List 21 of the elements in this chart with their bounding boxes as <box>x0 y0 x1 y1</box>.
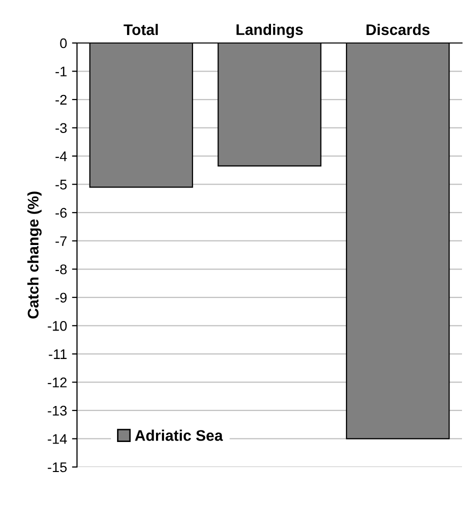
x-tick-label: Landings <box>236 24 303 38</box>
y-tick-label: -2 <box>56 94 67 105</box>
y-tick-label: -12 <box>48 378 67 388</box>
x-tick-label: Total <box>124 24 158 36</box>
y-tick-label: -3 <box>56 123 67 133</box>
legend-label: Adriatic Sea <box>134 430 223 441</box>
y-axis-title: Catch change (%) <box>27 192 42 318</box>
y-tick-label: 0 <box>60 38 67 48</box>
y-tick-label: -7 <box>56 236 67 246</box>
y-tick-label: -13 <box>48 406 67 416</box>
y-tick-label: -8 <box>56 264 67 274</box>
y-tick-label: -9 <box>56 292 67 303</box>
y-tick-label: -5 <box>56 180 67 190</box>
y-tick-label: -1 <box>56 66 67 76</box>
y-tick-label: -11 <box>48 349 67 359</box>
x-tick-label: Discards <box>366 24 430 36</box>
y-tick-label: -14 <box>48 434 67 444</box>
y-tick-label: -6 <box>56 208 67 218</box>
y-tick-label: -15 <box>48 462 67 472</box>
y-tick-label: -10 <box>48 321 67 331</box>
y-tick-label: -4 <box>56 152 67 162</box>
